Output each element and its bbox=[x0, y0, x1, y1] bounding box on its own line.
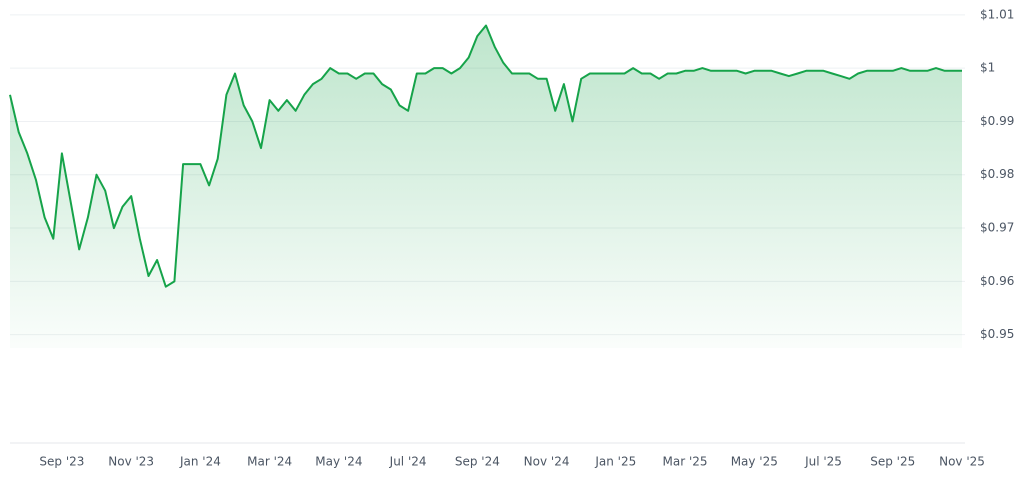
y-tick-label: $1 bbox=[980, 61, 995, 75]
y-tick-label: $0.95 bbox=[980, 327, 1014, 341]
x-tick-label: Nov '23 bbox=[108, 455, 154, 469]
x-tick-label: May '24 bbox=[315, 455, 362, 469]
y-tick-label: $0.97 bbox=[980, 221, 1014, 235]
x-tick-label: Mar '25 bbox=[663, 455, 708, 469]
x-tick-label: Nov '24 bbox=[524, 455, 570, 469]
x-tick-label: Jul '25 bbox=[804, 455, 842, 469]
x-tick-label: Jul '24 bbox=[389, 455, 427, 469]
x-tick-label: May '25 bbox=[731, 455, 778, 469]
y-tick-label: $0.99 bbox=[980, 114, 1014, 128]
x-tick-label: Jan '24 bbox=[179, 455, 221, 469]
x-tick-label: Sep '25 bbox=[870, 455, 915, 469]
x-tick-label: Sep '24 bbox=[455, 455, 500, 469]
y-tick-label: $0.96 bbox=[980, 274, 1014, 288]
x-tick-label: Mar '24 bbox=[247, 455, 292, 469]
x-tick-label: Nov '25 bbox=[939, 455, 985, 469]
y-tick-label: $1.01 bbox=[980, 7, 1014, 21]
x-tick-label: Jan '25 bbox=[594, 455, 636, 469]
area bbox=[10, 25, 962, 348]
price-line bbox=[9, 24, 962, 288]
y-tick-label: $0.98 bbox=[980, 167, 1014, 181]
x-tick-label: Sep '23 bbox=[39, 455, 84, 469]
